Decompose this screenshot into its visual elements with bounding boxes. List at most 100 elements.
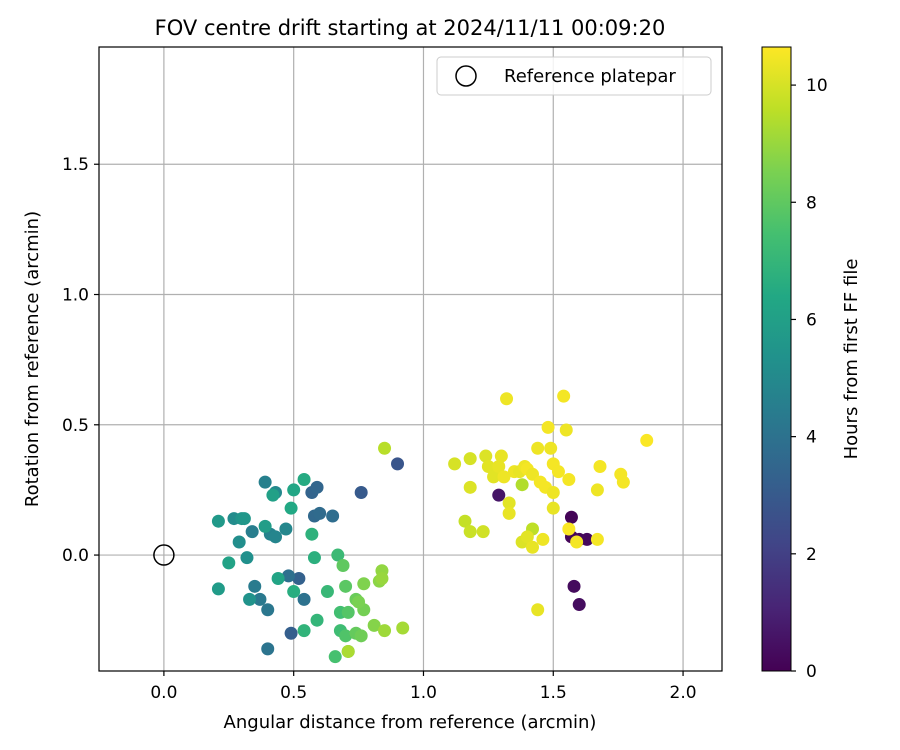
data-point — [367, 618, 381, 632]
data-point — [258, 475, 272, 489]
data-point — [357, 577, 371, 591]
data-point — [500, 392, 514, 406]
data-point — [481, 459, 495, 473]
data-point — [305, 527, 319, 541]
data-point — [562, 522, 576, 536]
x-tick-label: 2.0 — [670, 683, 697, 703]
colorbar-ticks: 0 2 4 6 8 10 — [791, 76, 828, 682]
data-point — [378, 441, 392, 455]
colorbar-tick-label: 4 — [806, 428, 817, 448]
data-point — [463, 480, 477, 494]
colorbar-tick-label: 0 — [806, 662, 817, 682]
data-point — [531, 441, 545, 455]
data-point — [261, 603, 275, 617]
data-point — [572, 598, 586, 612]
data-point — [211, 582, 225, 596]
grid — [99, 47, 722, 671]
data-point — [551, 465, 565, 479]
data-point — [487, 470, 501, 484]
data-point — [567, 579, 581, 593]
data-point — [310, 480, 324, 494]
data-point — [570, 535, 584, 549]
data-point — [396, 621, 410, 635]
data-point — [492, 459, 506, 473]
data-point — [261, 642, 275, 656]
y-axis-label: Rotation from reference (arcmin) — [22, 211, 43, 507]
x-tick-label: 0.5 — [280, 683, 307, 703]
data-point — [520, 530, 534, 544]
x-axis-ticks: 0.0 0.5 1.0 1.5 2.0 — [150, 671, 697, 703]
legend-box — [436, 56, 712, 96]
data-point — [616, 475, 630, 489]
data-point — [544, 441, 558, 455]
x-tick-label: 1.5 — [540, 683, 567, 703]
data-point — [640, 433, 654, 447]
data-point — [271, 572, 285, 586]
x-tick-label: 0.0 — [150, 683, 177, 703]
data-point — [279, 522, 293, 536]
data-point — [546, 501, 560, 515]
data-point — [222, 556, 236, 570]
data-point — [237, 512, 251, 526]
data-point — [339, 629, 353, 643]
data-point — [562, 473, 576, 487]
data-point — [284, 626, 298, 640]
y-tick-label: 0.0 — [62, 546, 89, 566]
data-point — [292, 572, 306, 586]
data-point — [253, 592, 267, 606]
y-tick-label: 1.5 — [62, 155, 89, 175]
data-point — [479, 449, 493, 463]
data-point — [526, 540, 540, 554]
data-point — [240, 551, 254, 565]
colorbar-label: Hours from first FF file — [841, 259, 862, 460]
data-point — [266, 488, 280, 502]
y-axis-ticks: 0.0 0.5 1.0 1.5 — [62, 155, 99, 566]
colorbar-tick-label: 6 — [806, 310, 817, 330]
data-point — [448, 457, 462, 471]
data-point — [492, 488, 506, 502]
data-point — [339, 579, 353, 593]
data-point — [580, 532, 594, 546]
data-point — [541, 420, 555, 434]
data-point — [326, 509, 340, 523]
legend: Reference platepar — [436, 56, 712, 96]
data-point — [375, 572, 389, 586]
data-point — [557, 389, 571, 403]
data-point — [336, 558, 350, 572]
data-point — [515, 478, 529, 492]
y-tick-label: 0.5 — [62, 416, 89, 436]
data-point — [502, 506, 516, 520]
data-point — [476, 525, 490, 539]
data-point — [463, 525, 477, 539]
data-point — [494, 449, 508, 463]
legend-entry-label: Reference platepar — [504, 66, 676, 87]
data-point — [458, 514, 472, 528]
data-point — [245, 525, 259, 539]
data-point — [354, 629, 368, 643]
data-point — [354, 486, 368, 500]
data-point — [248, 579, 262, 593]
colorbar: 0 2 4 6 8 10 Hours from first FF file — [761, 46, 862, 682]
data-point — [287, 585, 301, 599]
data-point — [497, 470, 511, 484]
data-point — [341, 605, 355, 619]
colorbar-tick-label: 10 — [806, 76, 828, 96]
data-point — [590, 532, 604, 546]
x-tick-label: 1.0 — [410, 683, 437, 703]
legend-reference-marker — [455, 65, 477, 87]
data-point — [320, 585, 334, 599]
data-point — [531, 603, 545, 617]
data-point — [297, 624, 311, 638]
data-point — [258, 519, 272, 533]
data-point — [307, 551, 321, 565]
data-point — [536, 532, 550, 546]
data-point — [559, 423, 573, 437]
data-point — [463, 452, 477, 466]
data-point — [297, 473, 311, 487]
data-points — [153, 389, 654, 664]
colorbar-tick-label: 2 — [806, 545, 817, 565]
data-point — [297, 592, 311, 606]
colorbar-gradient — [761, 46, 792, 672]
data-point — [352, 595, 366, 609]
